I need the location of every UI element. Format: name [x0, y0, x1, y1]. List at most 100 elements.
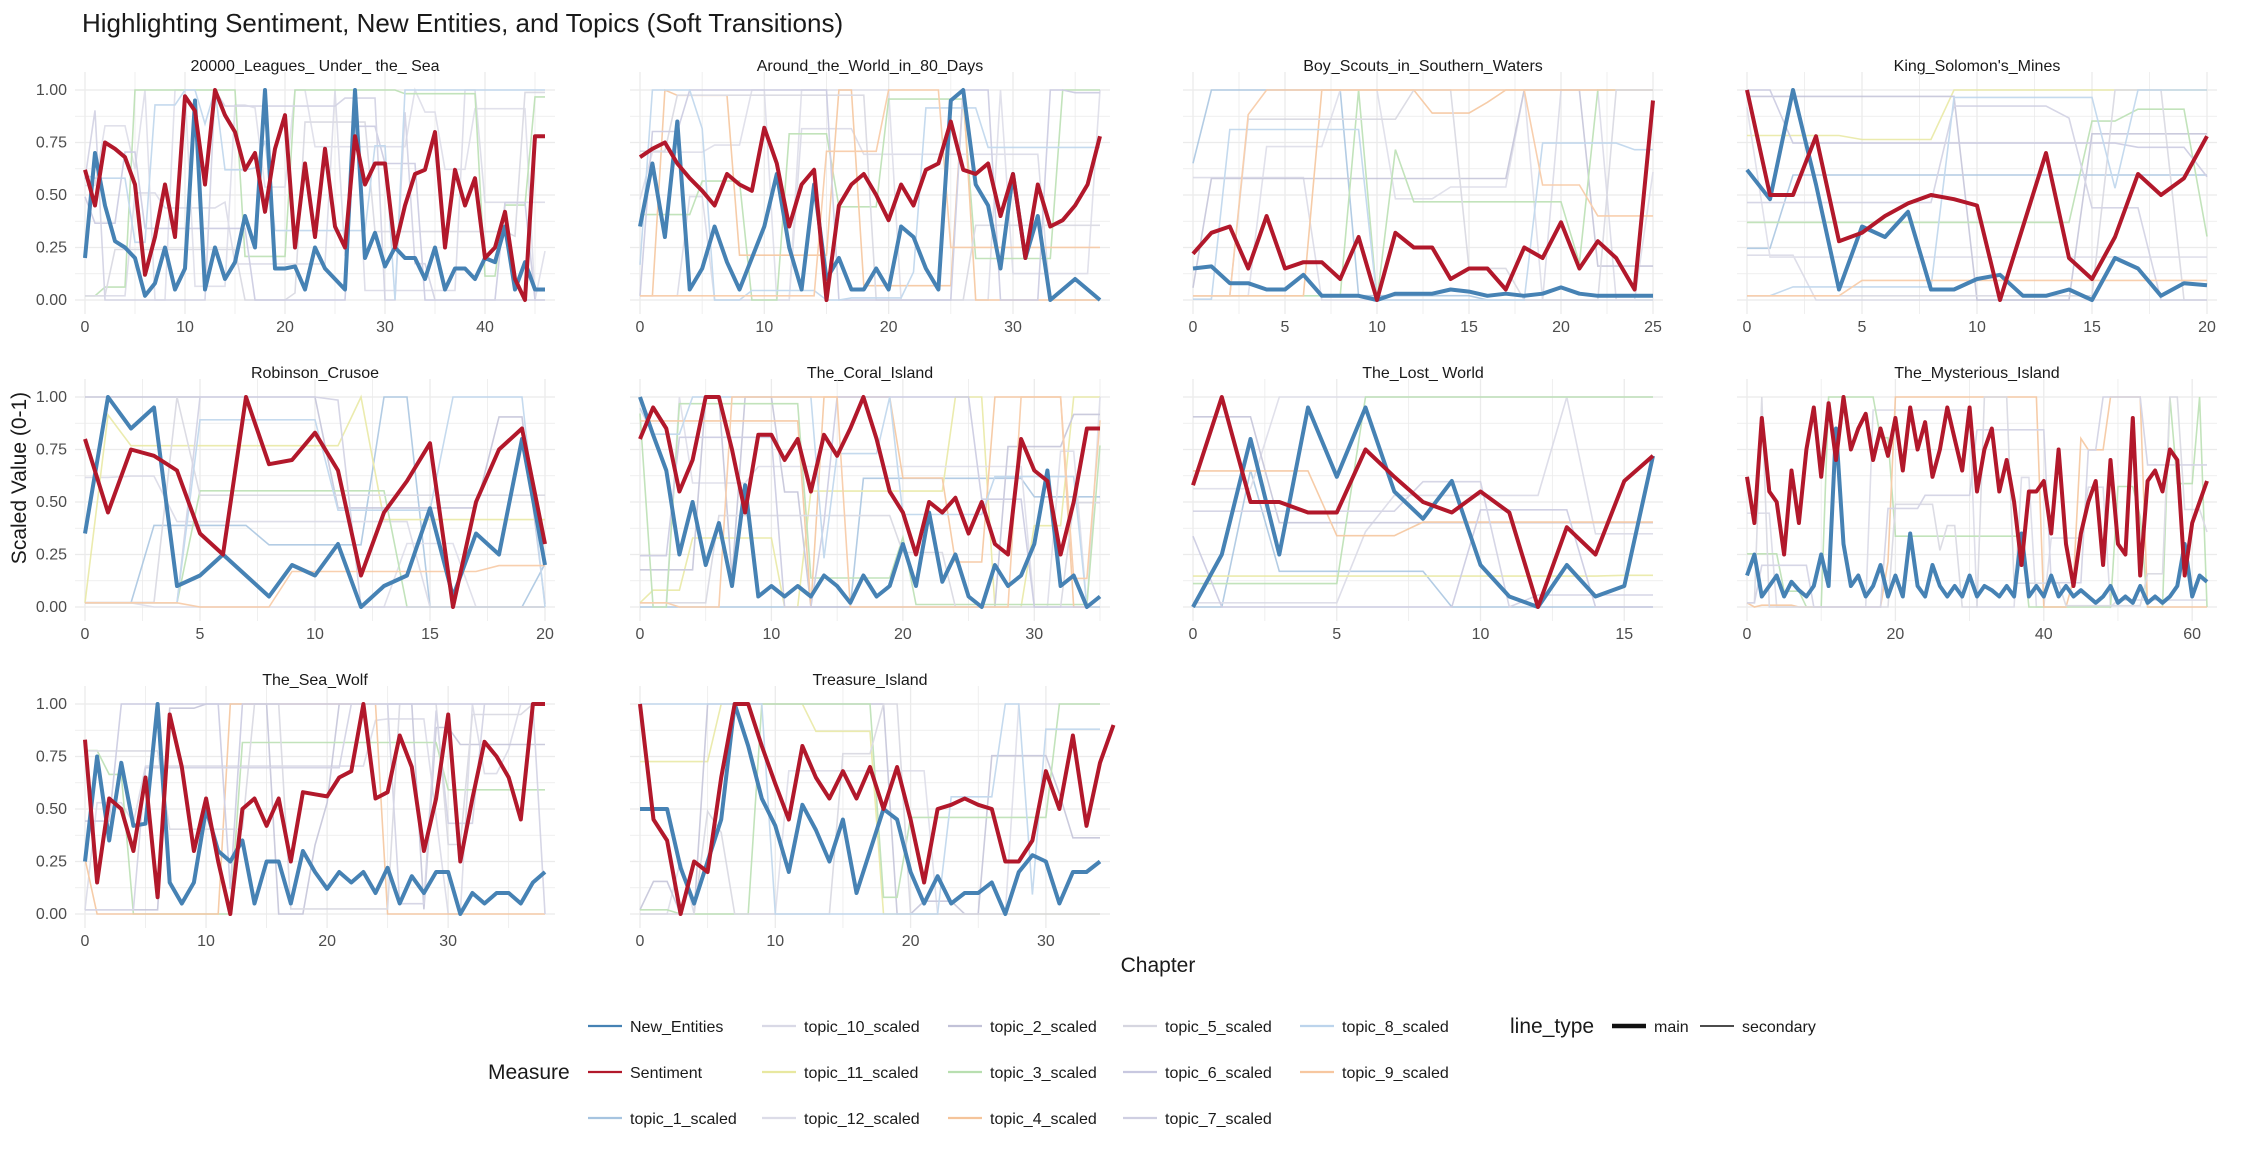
facet-title: 20000_Leagues_ Under_ the_ Sea [190, 58, 439, 75]
x-tick-label: 30 [376, 319, 394, 336]
x-tick-label: 20 [318, 933, 336, 950]
facet-panel-the-sea-wolf: The_Sea_Wolf 0.00 0.25 0.50 0.75 1.00 0 10 20 30 [36, 672, 555, 950]
legend-item-line-type-main: main [1612, 1019, 1689, 1036]
gridlines [1183, 72, 1663, 314]
x-axis-label: Chapter [1121, 954, 1196, 977]
y-tick-label: 0.25 [36, 547, 67, 564]
legend-item-topic-4-scaled: topic_4_scaled [948, 1111, 1097, 1128]
x-tick-label: 20 [894, 626, 912, 643]
legend-label: secondary [1742, 1019, 1816, 1036]
legend-label: Sentiment [630, 1065, 703, 1082]
facet-panel-boy-scouts-in-southern-waters: Boy_Scouts_in_Southern_Waters 0 5 10 15 20 25 [1183, 58, 1663, 336]
x-tick-label: 10 [1368, 319, 1386, 336]
x-tick-label: 30 [1025, 626, 1043, 643]
x-tick-label: 60 [2183, 626, 2201, 643]
x-tick-label: 20 [1886, 626, 1904, 643]
y-tick-label: 0.75 [36, 135, 67, 152]
x-tick-label: 30 [439, 933, 457, 950]
x-tick-label: 0 [1743, 626, 1752, 643]
facet-title: The_Lost_ World [1362, 365, 1484, 382]
legend-item-topic-2-scaled: topic_2_scaled [948, 1019, 1097, 1036]
x-tick-label: 15 [1615, 626, 1633, 643]
legend-item-topic-12-scaled: topic_12_scaled [762, 1111, 920, 1128]
legend-item-line-type-secondary: secondary [1700, 1019, 1816, 1036]
legend-label: topic_12_scaled [804, 1111, 920, 1128]
x-tick-label: 5 [1281, 319, 1290, 336]
x-tick-label: 40 [476, 319, 494, 336]
facet-panel-the-coral-island: The_Coral_Island 0 10 20 30 [630, 365, 1110, 643]
x-tick-label: 30 [1037, 933, 1055, 950]
legend-item-topic-6-scaled: topic_6_scaled [1123, 1065, 1272, 1082]
x-tick-label: 0 [81, 319, 90, 336]
series-line-topic-6-scaled [1193, 510, 1653, 607]
x-tick-label: 20 [1552, 319, 1570, 336]
facet-title: The_Mysterious_Island [1894, 365, 2059, 382]
legend-label: topic_3_scaled [990, 1065, 1097, 1082]
x-tick-label: 5 [1332, 626, 1341, 643]
legend-item-topic-11-scaled: topic_11_scaled [762, 1065, 918, 1082]
legend-item-new-entities: New_Entities [588, 1019, 723, 1036]
legend-item-topic-10-scaled: topic_10_scaled [762, 1019, 920, 1036]
y-tick-label: 0.25 [36, 854, 67, 871]
legend-label: topic_2_scaled [990, 1019, 1097, 1036]
y-tick-label: 0.00 [36, 906, 67, 923]
facet-panel-king-solomon-s-mines: King_Solomon's_Mines 0 5 10 15 20 [1737, 58, 2217, 336]
x-tick-label: 10 [176, 319, 194, 336]
series-line-topic-11-scaled [1193, 575, 1653, 576]
legend-label: New_Entities [630, 1019, 723, 1036]
x-tick-label: 20 [2198, 319, 2216, 336]
x-tick-label: 40 [2035, 626, 2053, 643]
x-tick-label: 20 [536, 626, 554, 643]
facet-panel-the-mysterious-island: The_Mysterious_Island 0 20 40 60 [1737, 365, 2217, 643]
series-line-topic-12-scaled [1193, 397, 1653, 489]
facet-panel-around-the-world-in-80-days: Around_the_World_in_80_Days 0 10 20 30 [630, 58, 1110, 336]
x-tick-label: 0 [81, 933, 90, 950]
x-tick-label: 0 [636, 319, 645, 336]
legend-label: topic_10_scaled [804, 1019, 920, 1036]
legend-label: topic_11_scaled [804, 1065, 918, 1082]
legend-item-topic-1-scaled: topic_1_scaled [588, 1111, 737, 1128]
facet-title: Around_the_World_in_80_Days [757, 58, 984, 75]
x-tick-label: 10 [766, 933, 784, 950]
facet-panel-the-lost-world: The_Lost_ World 0 5 10 15 [1183, 365, 1663, 643]
y-tick-label: 1.00 [36, 696, 67, 713]
legend-item-topic-3-scaled: topic_3_scaled [948, 1065, 1097, 1082]
y-tick-label: 0.75 [36, 442, 67, 459]
facet-title: The_Sea_Wolf [262, 672, 368, 689]
x-tick-label: 20 [902, 933, 920, 950]
x-tick-label: 5 [196, 626, 205, 643]
facet-panel-20000-leagues-under-the-sea: 20000_Leagues_ Under_ the_ Sea 0.00 0.25 0.… [36, 58, 555, 336]
x-tick-label: 0 [636, 933, 645, 950]
x-tick-label: 10 [763, 626, 781, 643]
legend-item-topic-8-scaled: topic_8_scaled [1300, 1019, 1449, 1036]
legend-item-topic-7-scaled: topic_7_scaled [1123, 1111, 1272, 1128]
facet-panels: 20000_Leagues_ Under_ the_ Sea 0.00 0.25 0.… [36, 58, 2217, 950]
legend-title-measure: Measure [488, 1061, 570, 1084]
legend-label: topic_7_scaled [1165, 1111, 1272, 1128]
x-tick-label: 5 [1858, 319, 1867, 336]
y-tick-label: 1.00 [36, 82, 67, 99]
y-tick-label: 0.75 [36, 749, 67, 766]
legend-label: topic_8_scaled [1342, 1019, 1449, 1036]
x-tick-label: 10 [1472, 626, 1490, 643]
series-line-sentiment [1747, 397, 2207, 586]
y-axis-label: Scaled Value (0-1) [8, 392, 31, 564]
legend-label: topic_5_scaled [1165, 1019, 1272, 1036]
x-tick-label: 15 [2083, 319, 2101, 336]
legend-label: topic_9_scaled [1342, 1065, 1449, 1082]
y-tick-label: 0.00 [36, 292, 67, 309]
x-tick-label: 0 [1743, 319, 1752, 336]
x-tick-label: 10 [1968, 319, 1986, 336]
legend-title-line-type: line_type [1510, 1015, 1594, 1038]
facet-panel-treasure-island: Treasure_Island 0 10 20 30 [630, 672, 1114, 950]
y-tick-label: 1.00 [36, 389, 67, 406]
y-tick-label: 0.50 [36, 187, 67, 204]
x-tick-label: 0 [1189, 626, 1198, 643]
x-tick-label: 0 [1189, 319, 1198, 336]
x-tick-label: 20 [276, 319, 294, 336]
y-tick-label: 0.50 [36, 494, 67, 511]
x-tick-label: 10 [755, 319, 773, 336]
x-tick-label: 0 [81, 626, 90, 643]
y-tick-label: 0.00 [36, 599, 67, 616]
